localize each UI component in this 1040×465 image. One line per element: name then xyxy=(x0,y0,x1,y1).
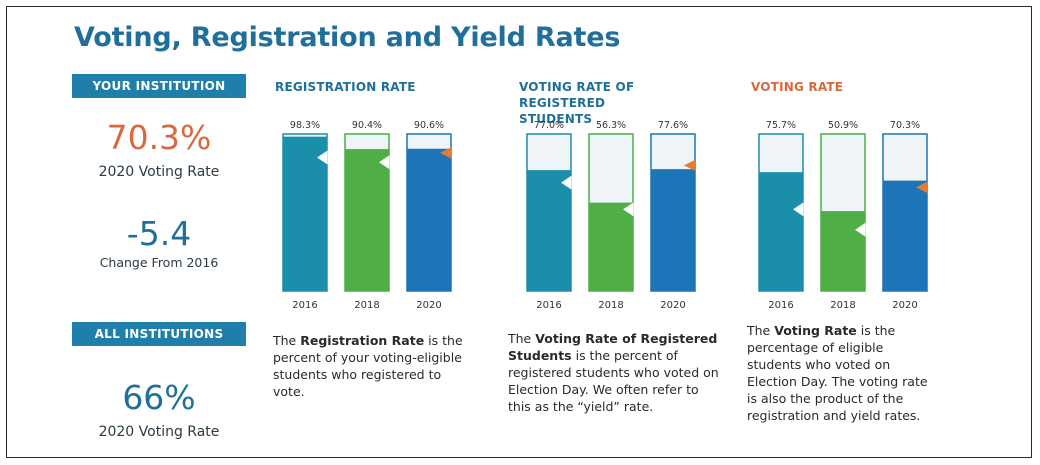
your-voting-rate: 70.3% xyxy=(106,118,212,157)
description-text: The xyxy=(273,333,301,348)
description-term: Voting Rate xyxy=(774,323,857,338)
all-institutions-label: ALL INSTITUTIONS xyxy=(72,322,246,346)
x-tick-label: 2018 xyxy=(354,300,379,311)
all-institutions-marker xyxy=(855,222,866,237)
x-tick-label: 2016 xyxy=(292,300,317,311)
bar-fill xyxy=(527,170,571,291)
x-tick-label: 2020 xyxy=(660,300,685,311)
data-label: 98.3% xyxy=(290,120,320,131)
registration-rate-description: The Registration Rate is the percent of … xyxy=(273,332,473,400)
all-institutions-marker xyxy=(623,202,634,217)
all-institutions-marker xyxy=(684,159,696,172)
x-tick-label: 2020 xyxy=(892,300,917,311)
yield-rate-description: The Voting Rate of Registered Students i… xyxy=(508,330,723,415)
your-voting-rate-caption: 2020 Voting Rate xyxy=(98,164,220,180)
change-value: -5.4 xyxy=(126,214,192,253)
all-voting-rate-caption: 2020 Voting Rate xyxy=(98,424,220,440)
bar-fill xyxy=(589,202,633,291)
description-text: is the percentage of eligible students w… xyxy=(747,323,928,423)
x-tick-label: 2018 xyxy=(830,300,855,311)
description-term: Voting Rate of Registered Students xyxy=(508,331,718,363)
data-label: 90.6% xyxy=(414,120,444,131)
change-caption: Change From 2016 xyxy=(99,255,219,270)
data-label: 56.3% xyxy=(596,120,626,131)
all-institutions-marker xyxy=(561,175,572,190)
description-text: The xyxy=(747,323,775,338)
yield-rate-title: VOTING RATE OF REGISTERED STUDENTS xyxy=(519,80,635,126)
data-label: 75.7% xyxy=(766,120,796,131)
your-institution-label: YOUR INSTITUTION xyxy=(72,74,246,98)
data-label: 50.9% xyxy=(828,120,858,131)
voting-rate-chart: 75.7% 2016 50.9% 2018 70.3% 2020 xyxy=(758,120,928,311)
bar-fill xyxy=(883,180,927,291)
data-label: 77.0% xyxy=(534,120,564,131)
figure-frame xyxy=(6,6,1032,458)
registration-rate-chart: 98.3% 2016 90.4% 2018 90.6% 2020 xyxy=(282,120,452,311)
all-institutions-marker xyxy=(379,155,390,170)
all-institutions-marker xyxy=(793,202,804,217)
bar-fill xyxy=(759,172,803,291)
description-term: Registration Rate xyxy=(300,333,425,348)
description-text: is the percent of your voting-eligible s… xyxy=(273,333,463,399)
description-text: is the percent of registered students wh… xyxy=(508,348,719,414)
x-tick-label: 2016 xyxy=(536,300,561,311)
bar-fill xyxy=(283,136,327,291)
data-label: 70.3% xyxy=(890,120,920,131)
page-title: Voting, Registration and Yield Rates xyxy=(74,22,621,53)
voting-rate-description: The Voting Rate is the percentage of eli… xyxy=(747,322,937,424)
bar-fill xyxy=(345,149,389,291)
all-institutions-marker xyxy=(317,150,328,165)
bar-fill xyxy=(651,169,695,291)
x-tick-label: 2016 xyxy=(768,300,793,311)
bar-fill xyxy=(407,148,451,291)
data-label: 90.4% xyxy=(352,120,382,131)
all-institutions-marker xyxy=(440,146,452,159)
yield-rate-chart: 77.0% 2016 56.3% 2018 77.6% 2020 xyxy=(526,120,696,311)
data-label: 77.6% xyxy=(658,120,688,131)
description-text: The xyxy=(508,331,536,346)
x-tick-label: 2018 xyxy=(598,300,623,311)
voting-rate-title: VOTING RATE xyxy=(751,80,844,94)
registration-rate-title: REGISTRATION RATE xyxy=(275,80,416,94)
all-institutions-marker xyxy=(916,181,928,194)
bar-fill xyxy=(821,211,865,291)
x-tick-label: 2020 xyxy=(416,300,441,311)
all-voting-rate: 66% xyxy=(122,378,196,417)
